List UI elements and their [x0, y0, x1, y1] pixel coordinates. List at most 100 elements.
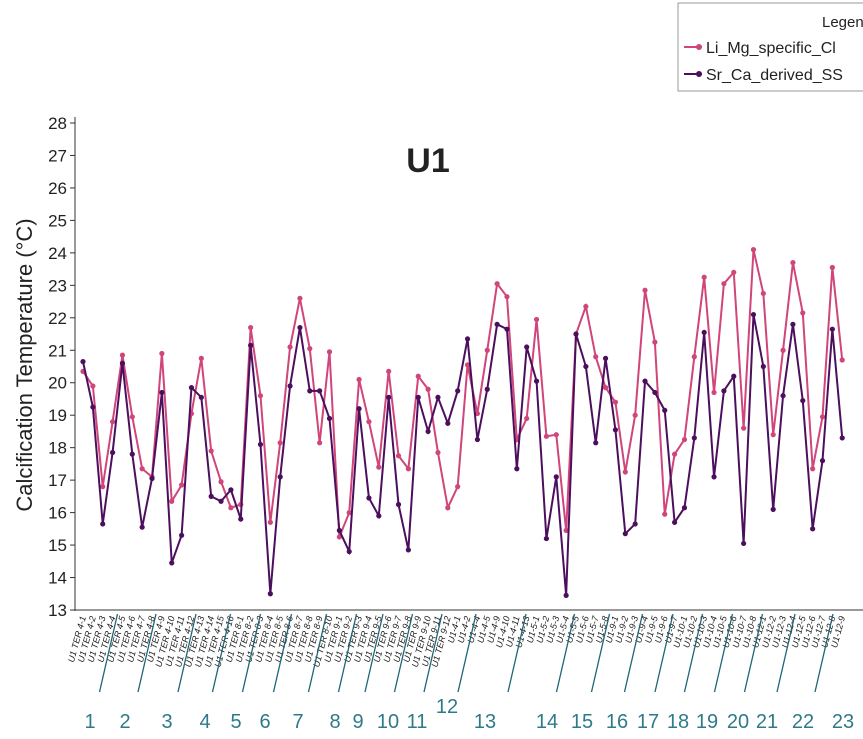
data-point [672, 451, 678, 457]
data-point [248, 324, 254, 331]
group-separator [654, 613, 674, 693]
group-label: 20 [727, 711, 749, 733]
data-point [760, 363, 766, 370]
group-separator [590, 613, 611, 693]
data-point [731, 373, 737, 379]
group-label: 10 [377, 711, 399, 733]
group-separator [555, 613, 576, 693]
data-point [810, 466, 816, 472]
data-point [622, 469, 628, 475]
data-point [760, 290, 766, 297]
data-point [800, 310, 806, 316]
group-separator [211, 613, 232, 693]
data-point [642, 287, 648, 293]
group-separator [457, 613, 477, 693]
y-tick-label: 15 [48, 536, 67, 555]
data-point [494, 321, 500, 327]
data-point [464, 362, 471, 368]
data-point [612, 399, 619, 405]
group-label: 23 [832, 711, 854, 733]
group-separator [743, 613, 764, 693]
chart-title: U1 [406, 142, 449, 180]
data-point [169, 560, 175, 566]
data-point [810, 526, 816, 532]
data-point [317, 388, 323, 394]
data-point [504, 294, 510, 300]
data-point [474, 410, 480, 417]
data-point [741, 425, 747, 431]
data-point [839, 357, 845, 363]
data-point [119, 352, 126, 358]
legend-label: Li_Mg_specific_Cl [706, 40, 836, 57]
series-line [82, 249, 844, 538]
group-separator [814, 613, 834, 693]
data-point [129, 414, 135, 420]
data-point [691, 354, 697, 360]
y-tick-label: 28 [48, 114, 67, 133]
data-point [750, 247, 757, 253]
group-label: 5 [230, 711, 241, 733]
data-point [435, 394, 441, 400]
data-point [208, 448, 214, 454]
group-separator [241, 613, 262, 693]
data-point [346, 548, 352, 555]
data-point [139, 466, 145, 472]
group-label: 2 [119, 711, 130, 733]
data-point [376, 464, 382, 470]
data-point [553, 474, 559, 480]
group-separator [423, 613, 443, 693]
group-separator [137, 613, 157, 693]
group-label: 16 [606, 711, 628, 733]
data-point [583, 363, 589, 370]
data-point [711, 389, 717, 396]
data-point [198, 394, 204, 400]
data-point [602, 355, 609, 361]
data-point [208, 493, 214, 499]
legend-title: Legen [822, 14, 863, 31]
data-point [248, 342, 254, 348]
y-tick-label: 21 [48, 341, 67, 360]
group-label: 8 [329, 711, 340, 733]
y-tick-label: 23 [48, 276, 67, 295]
data-point [415, 394, 421, 400]
data-point [524, 415, 530, 422]
data-point [464, 336, 471, 342]
group-label: 21 [756, 711, 778, 733]
group-separator [623, 613, 644, 693]
data-point [425, 386, 431, 392]
y-tick-label: 22 [48, 309, 67, 328]
data-point [179, 482, 185, 488]
data-point [228, 487, 234, 493]
data-point [494, 281, 500, 287]
data-point [297, 295, 303, 301]
data-point [524, 344, 530, 350]
data-point [425, 428, 431, 435]
data-point [543, 535, 550, 542]
legend-marker [696, 71, 702, 77]
data-point [662, 511, 668, 517]
data-point [701, 329, 707, 336]
group-label: 15 [571, 711, 593, 733]
data-point [622, 531, 628, 537]
data-point [681, 436, 688, 443]
data-point [218, 479, 224, 485]
y-tick-label: 26 [48, 179, 67, 198]
group-separator [683, 613, 704, 693]
data-point [386, 394, 392, 400]
data-point [741, 540, 747, 547]
data-point [652, 339, 658, 345]
group-label: 7 [292, 711, 303, 733]
data-point [790, 260, 796, 266]
y-axis-label: Calcification Temperature (°C) [12, 218, 37, 511]
data-point [336, 527, 342, 534]
data-point [376, 513, 382, 519]
data-point [109, 419, 116, 425]
data-point [149, 475, 155, 482]
data-point [642, 378, 648, 384]
data-point [228, 505, 234, 511]
group-separator [177, 613, 197, 693]
data-point [662, 407, 668, 413]
group-label: 22 [792, 711, 814, 733]
data-point [395, 453, 402, 459]
